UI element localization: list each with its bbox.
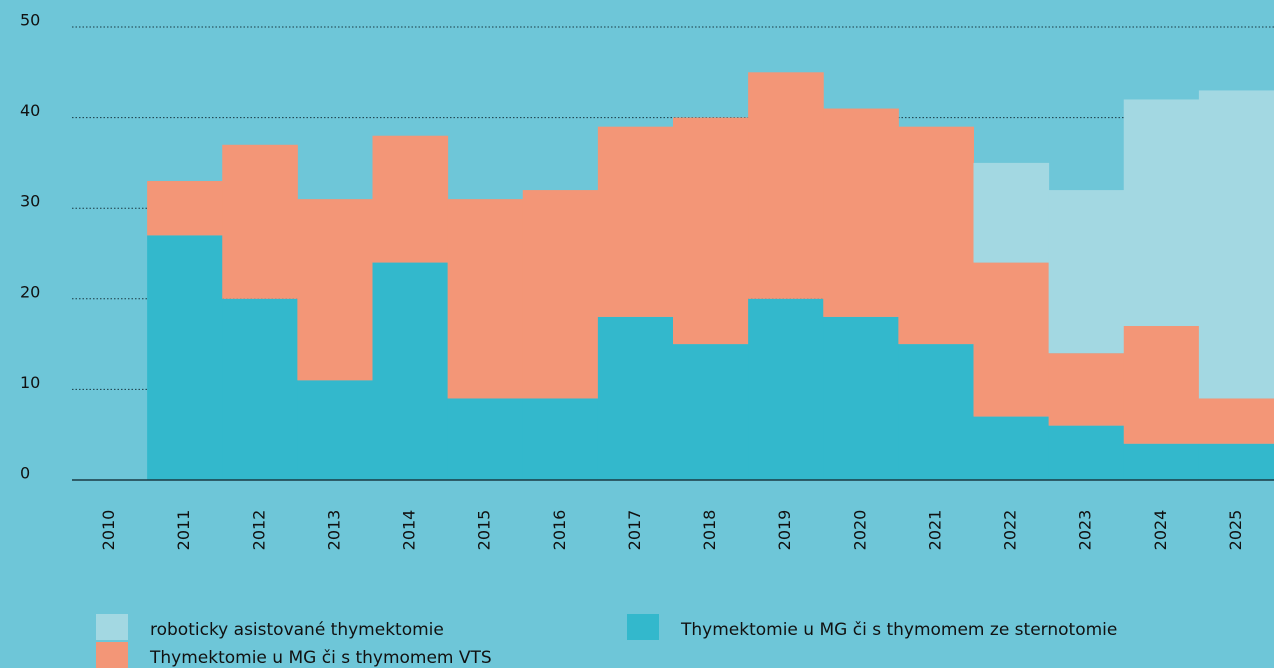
bar-segment — [1048, 190, 1125, 354]
x-tick-label: 2017 — [625, 510, 644, 551]
legend-label: Thymektomie u MG či s thymomem ze sterno… — [680, 620, 1117, 640]
x-tick-label: 2023 — [1076, 510, 1095, 551]
bar-segment — [1198, 398, 1274, 444]
x-tick-label: 2019 — [775, 510, 794, 551]
bar-segment — [222, 298, 298, 480]
x-tick-label: 2014 — [400, 510, 419, 551]
y-tick-label: 20 — [20, 282, 40, 301]
axes: 0 10 20 30 40 50 2010 2011 2012 2013 2014 2015 2016 2… — [20, 11, 1274, 551]
bar-segment — [898, 344, 974, 480]
y-tick-label: 50 — [20, 11, 40, 30]
x-tick-label: 2025 — [1226, 510, 1245, 551]
x-tick-label: 2020 — [850, 510, 869, 551]
bar-segment — [447, 398, 524, 480]
bar-segment — [898, 126, 974, 345]
bar-segment — [1198, 443, 1274, 480]
bar-segment — [673, 117, 749, 345]
bars — [147, 72, 1274, 480]
bar-segment — [1048, 353, 1125, 426]
legend-swatch — [627, 614, 659, 640]
bar-segment — [447, 199, 524, 399]
bar-segment — [1048, 425, 1125, 480]
bar-segment — [372, 135, 449, 263]
x-tick-label: 2010 — [99, 510, 118, 551]
bar-segment — [673, 344, 749, 480]
bar-segment — [372, 262, 449, 480]
y-tick-label: 40 — [20, 101, 40, 120]
y-tick-label: 10 — [20, 373, 40, 392]
y-tick-label: 0 — [20, 464, 30, 483]
bar-segment — [222, 144, 298, 299]
bar-segment — [823, 316, 899, 480]
legend-label: Thymektomie u MG či s thymomem VTS — [149, 648, 492, 668]
x-tick-label: 2018 — [700, 510, 719, 551]
bar-segment — [973, 262, 1050, 417]
x-tick-label: 2015 — [475, 510, 494, 551]
bar-segment — [973, 416, 1050, 480]
bar-segment — [597, 316, 674, 480]
bar-segment — [1198, 90, 1274, 399]
bar-segment — [147, 235, 223, 480]
legend-swatch — [96, 614, 128, 640]
legend: Thymektomie u MG či s thymomem ze sterno… — [96, 614, 1117, 668]
legend-label: roboticky asistované thymektomie — [150, 620, 444, 640]
x-tick-label: 2021 — [925, 510, 944, 551]
bar-segment — [522, 398, 599, 480]
x-tick-label: 2012 — [249, 510, 268, 551]
bar-segment — [597, 126, 674, 317]
legend-swatch — [96, 642, 128, 668]
bar-segment — [748, 72, 824, 299]
bar-segment — [1123, 325, 1200, 444]
bar-segment — [1123, 443, 1200, 480]
x-tick-label: 2024 — [1151, 510, 1170, 551]
x-tick-label: 2022 — [1001, 510, 1020, 551]
bar-segment — [297, 380, 373, 480]
x-tick-label: 2013 — [324, 510, 343, 551]
x-tick-label: 2016 — [550, 510, 569, 551]
y-tick-label: 30 — [20, 192, 40, 211]
bar-segment — [1123, 99, 1200, 326]
bar-segment — [748, 298, 824, 480]
bar-segment — [823, 108, 899, 317]
bar-segment — [522, 190, 599, 399]
bar-segment — [973, 162, 1050, 263]
bar-segment — [297, 199, 373, 381]
x-tick-label: 2011 — [174, 510, 193, 551]
bar-segment — [147, 181, 223, 236]
